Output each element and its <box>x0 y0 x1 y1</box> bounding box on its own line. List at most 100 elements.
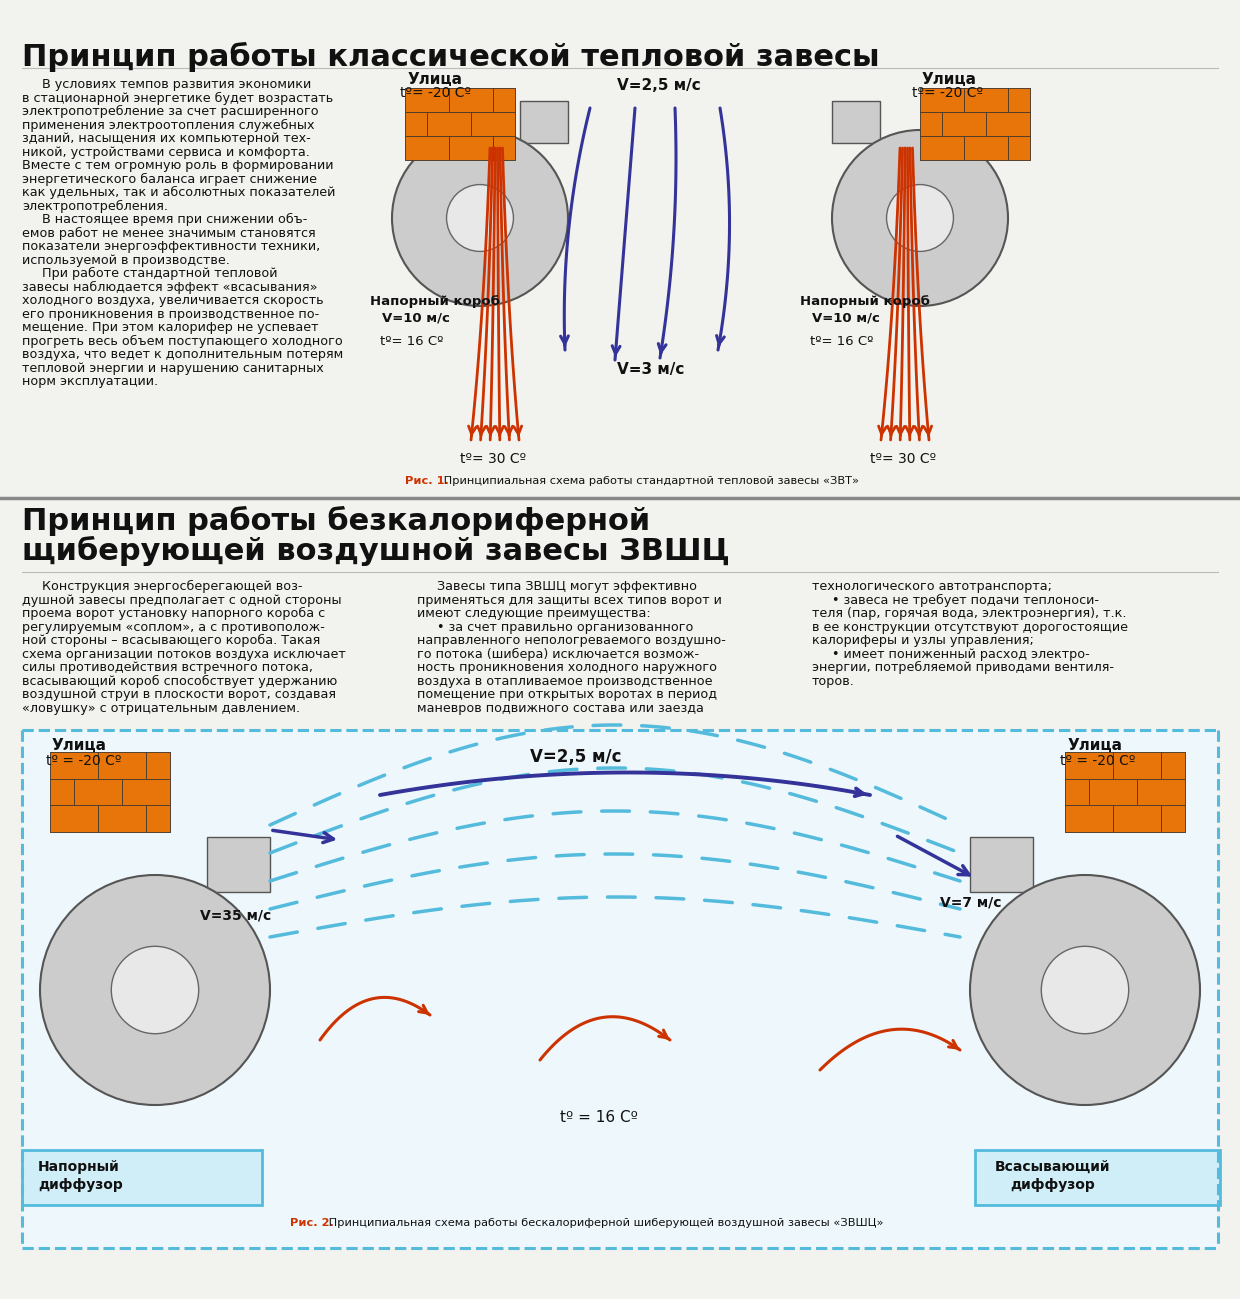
Text: воздуха, что ведет к дополнительным потерям: воздуха, что ведет к дополнительным поте… <box>22 348 343 361</box>
Text: При работе стандартной тепловой: При работе стандартной тепловой <box>22 268 278 281</box>
Text: применения электроотопления служебных: применения электроотопления служебных <box>22 118 315 131</box>
Text: силы противодействия встречного потока,: силы противодействия встречного потока, <box>22 661 312 674</box>
Text: Улица: Улица <box>1068 738 1123 753</box>
Circle shape <box>446 184 513 252</box>
Text: завесы наблюдается эффект «всасывания»: завесы наблюдается эффект «всасывания» <box>22 281 317 294</box>
Bar <box>122 778 170 805</box>
Bar <box>1065 805 1114 831</box>
Text: Всасывающий: Всасывающий <box>994 1160 1111 1174</box>
Text: в стационарной энергетике будет возрастать: в стационарной энергетике будет возраста… <box>22 91 334 105</box>
Text: го потока (шибера) исключается возмож-: го потока (шибера) исключается возмож- <box>417 647 699 661</box>
Bar <box>50 778 74 805</box>
Text: схема организации потоков воздуха исключает: схема организации потоков воздуха исключ… <box>22 647 346 660</box>
Text: направленного непологреваемого воздушно-: направленного непологреваемого воздушно- <box>417 634 725 647</box>
Text: используемой в производстве.: используемой в производстве. <box>22 253 229 266</box>
Bar <box>1137 778 1185 805</box>
Bar <box>98 752 146 778</box>
Text: Напорный: Напорный <box>38 1160 120 1174</box>
Text: зданий, насыщения их компьютерной тех-: зданий, насыщения их компьютерной тех- <box>22 132 311 145</box>
Text: tº = -20 Сº: tº = -20 Сº <box>1060 753 1136 768</box>
Bar <box>449 88 494 112</box>
Bar <box>1065 752 1114 778</box>
Text: tº= -20 Сº: tº= -20 Сº <box>911 86 983 100</box>
Text: tº= 16 Сº: tº= 16 Сº <box>379 335 444 348</box>
Text: диффузор: диффузор <box>38 1178 123 1192</box>
Text: V=3 м/с: V=3 м/с <box>618 362 684 377</box>
Text: В условиях темпов развития экономики: В условиях темпов развития экономики <box>22 78 311 91</box>
Bar <box>986 112 1030 136</box>
Text: проема ворот установку напорного короба с: проема ворот установку напорного короба … <box>22 607 325 620</box>
Bar <box>963 88 1008 112</box>
Text: Принципиальная схема работы стандартной тепловой завесы «ЗВТ»: Принципиальная схема работы стандартной … <box>440 475 859 486</box>
Text: V=2,5 м/с: V=2,5 м/с <box>618 78 701 94</box>
Text: tº= -20 Сº: tº= -20 Сº <box>401 86 471 100</box>
Text: V=10 м/с: V=10 м/с <box>812 310 880 323</box>
Text: его проникновения в производственное по-: его проникновения в производственное по- <box>22 308 319 321</box>
Text: Рис. 1.: Рис. 1. <box>405 475 449 486</box>
Bar <box>22 730 1218 1248</box>
Text: В настоящее время при снижении объ-: В настоящее время при снижении объ- <box>22 213 308 226</box>
Bar <box>963 136 1008 160</box>
Text: Вместе с тем огромную роль в формировании: Вместе с тем огромную роль в формировани… <box>22 158 334 171</box>
Text: Завесы типа ЗВШЦ могут эффективно: Завесы типа ЗВШЦ могут эффективно <box>417 579 697 594</box>
Text: никой, устройствами сервиса и комфорта.: никой, устройствами сервиса и комфорта. <box>22 145 310 158</box>
Text: • завеса не требует подачи теплоноси-: • завеса не требует подачи теплоноси- <box>812 594 1099 607</box>
Text: «ловушку» с отрицательным давлением.: «ловушку» с отрицательным давлением. <box>22 701 300 714</box>
Bar <box>1065 778 1089 805</box>
Text: тепловой энергии и нарушению санитарных: тепловой энергии и нарушению санитарных <box>22 361 324 374</box>
Text: торов.: торов. <box>812 674 854 687</box>
Bar <box>920 88 1030 160</box>
Bar <box>405 88 449 112</box>
Bar <box>405 88 515 160</box>
Text: энергии, потребляемой приводами вентиля-: энергии, потребляемой приводами вентиля- <box>812 661 1114 674</box>
Bar <box>494 88 515 112</box>
Circle shape <box>40 876 270 1105</box>
Text: • за счет правильно организованного: • за счет правильно организованного <box>417 621 693 634</box>
Text: Принцип работы классической тепловой завесы: Принцип работы классической тепловой зав… <box>22 42 879 71</box>
Text: как удельных, так и абсолютных показателей: как удельных, так и абсолютных показател… <box>22 186 335 199</box>
Bar <box>1008 88 1030 112</box>
Bar <box>50 805 98 831</box>
Text: Рис. 2.: Рис. 2. <box>290 1218 334 1228</box>
Bar <box>1065 752 1185 831</box>
Bar <box>1114 752 1161 778</box>
Text: теля (пар, горячая вода, электроэнергия), т.к.: теля (пар, горячая вода, электроэнергия)… <box>812 607 1126 620</box>
Bar <box>975 1150 1220 1205</box>
Bar <box>1161 805 1185 831</box>
Text: Улица: Улица <box>923 71 977 87</box>
Bar <box>50 752 98 778</box>
Bar <box>449 136 494 160</box>
Text: tº= 16 Сº: tº= 16 Сº <box>810 335 873 348</box>
Bar <box>942 112 986 136</box>
Bar <box>1089 778 1137 805</box>
Text: энергетического баланса играет снижение: энергетического баланса играет снижение <box>22 173 317 186</box>
Bar <box>520 101 568 143</box>
Bar <box>146 752 170 778</box>
Text: ной стороны – всасывающего короба. Такая: ной стороны – всасывающего короба. Такая <box>22 634 320 647</box>
Bar <box>1008 136 1030 160</box>
Bar <box>494 136 515 160</box>
Text: воздушной струи в плоскости ворот, создавая: воздушной струи в плоскости ворот, созда… <box>22 688 336 701</box>
Bar <box>832 101 880 143</box>
Text: tº = -20 Сº: tº = -20 Сº <box>46 753 122 768</box>
Text: показатели энергоэффективности техники,: показатели энергоэффективности техники, <box>22 240 320 253</box>
Text: воздуха в отапливаемое производственное: воздуха в отапливаемое производственное <box>417 674 713 687</box>
Circle shape <box>1042 946 1128 1034</box>
Bar <box>74 778 122 805</box>
Text: Принципиальная схема работы бескалориферной шиберующей воздушной завесы «ЗВШЦ»: Принципиальная схема работы бескалорифер… <box>325 1218 883 1228</box>
Text: Напорный короб: Напорный короб <box>370 295 500 308</box>
Circle shape <box>970 876 1200 1105</box>
Circle shape <box>112 946 198 1034</box>
Text: V=10 м/с: V=10 м/с <box>382 310 450 323</box>
Text: Улица: Улица <box>408 71 463 87</box>
Bar <box>1114 805 1161 831</box>
Text: всасывающий короб способствует удержанию: всасывающий короб способствует удержанию <box>22 674 337 687</box>
Text: V=35 м/с: V=35 м/с <box>200 908 272 922</box>
Text: прогреть весь объем поступающего холодного: прогреть весь объем поступающего холодно… <box>22 335 342 348</box>
Bar <box>98 805 146 831</box>
Text: регулируемым «соплом», а с противополож-: регулируемым «соплом», а с противополож- <box>22 621 325 634</box>
Circle shape <box>887 184 954 252</box>
Text: • имеет пониженный расход электро-: • имеет пониженный расход электро- <box>812 647 1090 660</box>
Text: V=2,5 м/с: V=2,5 м/с <box>529 748 621 766</box>
Bar <box>920 136 963 160</box>
